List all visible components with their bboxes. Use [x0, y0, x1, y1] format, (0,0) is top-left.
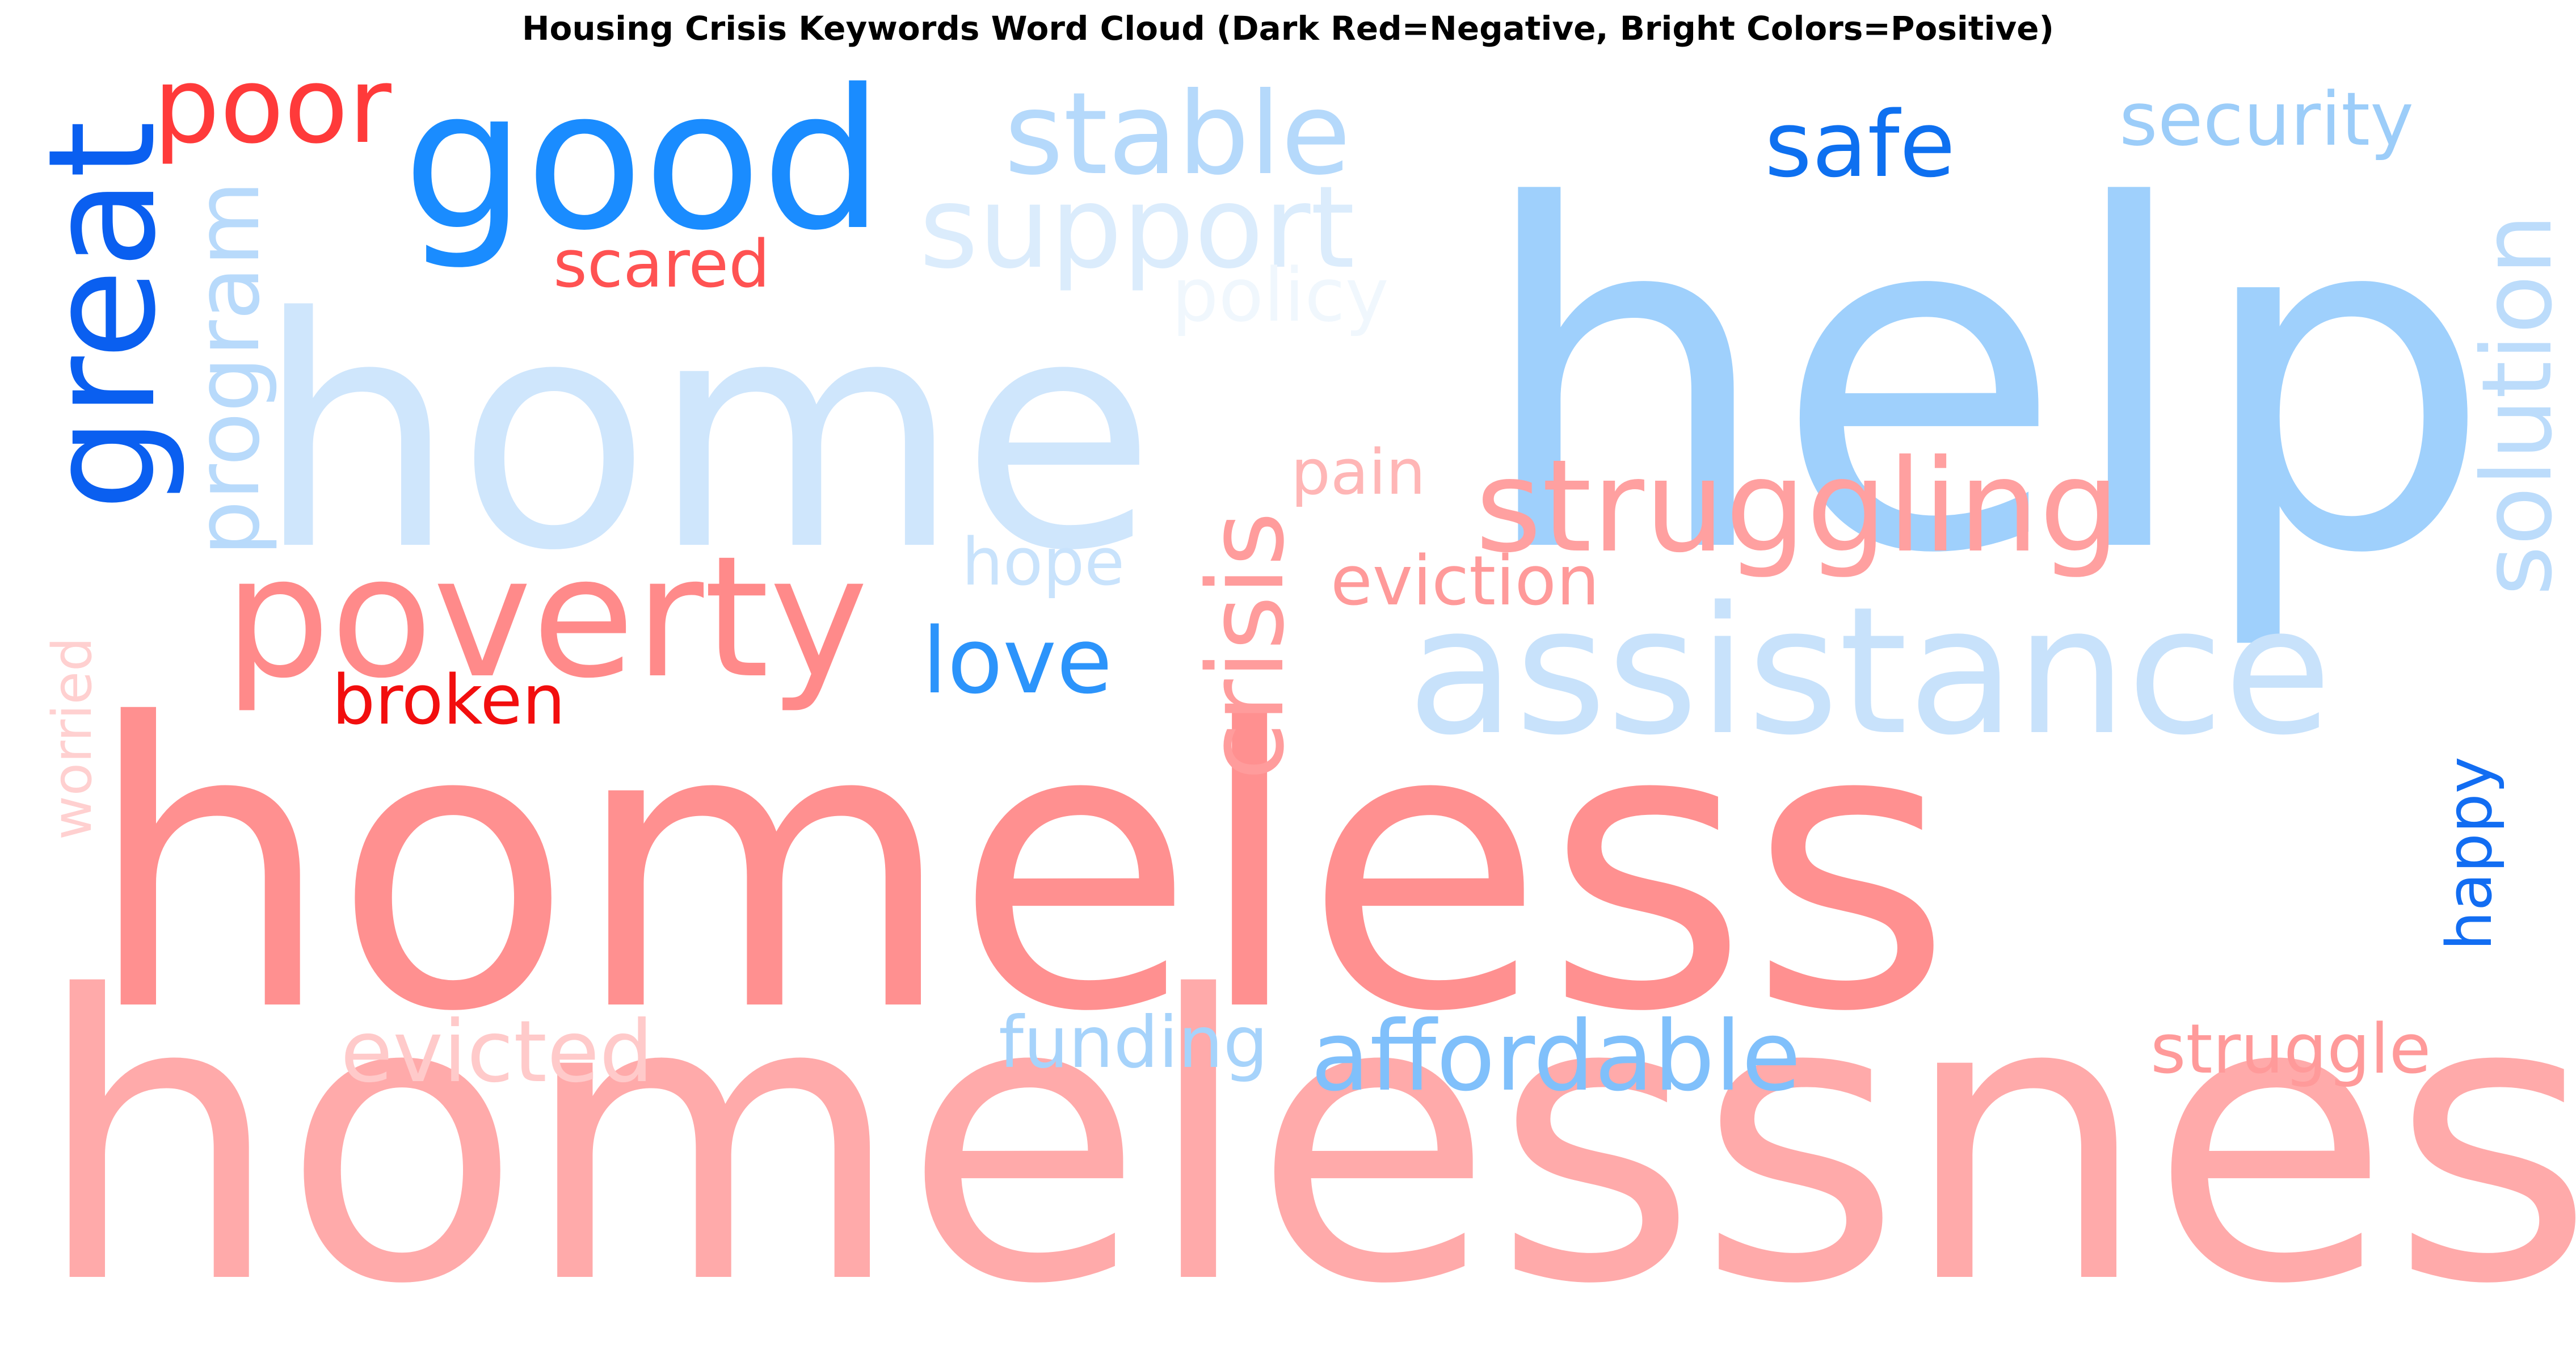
word-scared: scared	[553, 226, 770, 302]
word-happy: happy	[2433, 756, 2506, 951]
word-solution: solution	[2461, 214, 2574, 596]
word-great: great	[17, 121, 188, 511]
word-security: security	[2119, 76, 2414, 162]
word-hope: hope	[962, 524, 1125, 600]
figure-title: Housing Crisis Keywords Word Cloud (Dark…	[522, 9, 2054, 48]
word-struggling: struggling	[1475, 432, 2120, 581]
word-homeless: homeless	[85, 641, 1952, 1097]
word-program: program	[176, 180, 279, 556]
word-eviction: eviction	[1331, 542, 1600, 621]
word-poor: poor	[153, 44, 392, 167]
word-funding: funding	[999, 1002, 1268, 1084]
word-home: home	[255, 250, 1156, 620]
word-broken: broken	[332, 661, 565, 740]
word-affordable: affordable	[1311, 1001, 1801, 1113]
word-assistance: assistance	[1407, 569, 2332, 774]
word-struggle: struggle	[2150, 1010, 2431, 1089]
word-good: good	[403, 48, 884, 273]
word-poverty: poverty	[224, 520, 868, 715]
word-support: support	[919, 162, 1355, 294]
word-stable: stable	[1004, 68, 1351, 200]
word-homelessness: homelessness	[34, 914, 2576, 1345]
word-evicted: evicted	[340, 1003, 654, 1102]
word-help: help	[1475, 108, 2493, 656]
word-safe: safe	[1765, 91, 1955, 197]
word-policy: policy	[1172, 252, 1389, 338]
word-worried: worried	[41, 637, 104, 840]
word-pain: pain	[1291, 436, 1426, 508]
word-love: love	[922, 608, 1112, 714]
word-crisis: crisis	[1185, 512, 1307, 780]
